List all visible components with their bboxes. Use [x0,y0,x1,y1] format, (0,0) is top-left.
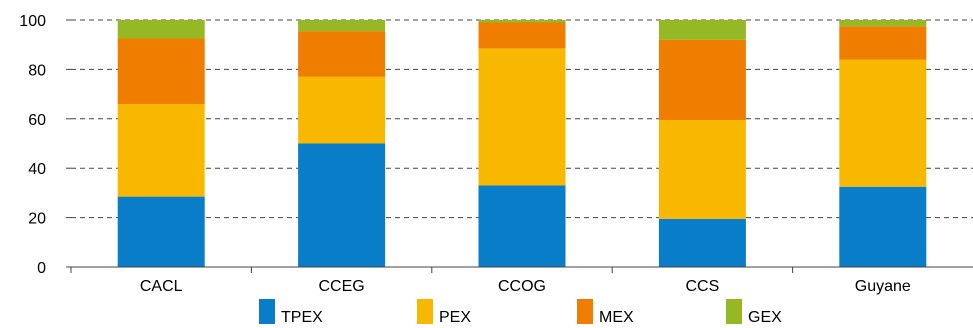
bar-ccs-mex [658,39,746,121]
x-tick-label-guyane: Guyane [855,278,911,295]
bar-guyane-tpex [839,186,927,267]
x-tick-label-cacl: CACL [140,278,183,295]
legend: TPEX PEX MEX GEX [259,299,782,326]
axes [66,19,973,273]
bar-ccog-gex [478,20,566,23]
legend-swatch-tpex [259,299,275,324]
legend-label-pex: PEX [439,309,471,326]
legend-swatch-gex [726,299,742,324]
legend-label-gex: GEX [748,309,782,326]
bar-ccog-mex [478,22,566,49]
x-tick-labels: CACL CCEG CCOG CCS Guyane [140,278,911,295]
bar-ccog-pex [478,48,566,186]
bar-cacl-mex [117,38,205,104]
x-tick-label-ccs: CCS [686,278,720,295]
y-tick-label-100: 100 [19,13,46,30]
bar-cceg-gex [298,20,386,32]
bar-cceg-mex [298,31,386,77]
x-tick-label-cceg: CCEG [318,278,364,295]
bar-guyane-gex [839,20,927,27]
bar-ccog-tpex [478,185,566,267]
legend-swatch-mex [577,299,593,324]
bar-cacl-pex [117,103,205,197]
bar-guyane-mex [839,26,927,60]
legend-label-tpex: TPEX [281,309,323,326]
bar-guyane-pex [839,59,927,187]
y-tick-label-40: 40 [28,161,46,178]
y-tick-labels: 0 20 40 60 80 100 [19,13,46,277]
y-tick-label-60: 60 [28,112,46,129]
legend-swatch-pex [417,299,433,324]
bar-ccs-tpex [658,218,746,267]
bar-cceg-tpex [298,143,386,267]
bar-cceg-pex [298,76,386,144]
bar-ccs-gex [658,20,746,40]
y-tick-label-20: 20 [28,211,46,228]
bar-cacl-tpex [117,196,205,267]
bar-cacl-gex [117,20,205,39]
y-tick-label-0: 0 [37,260,46,277]
legend-label-mex: MEX [599,309,634,326]
x-tick-label-ccog: CCOG [498,278,546,295]
bar-ccs-pex [658,120,746,219]
bars [117,20,927,267]
y-tick-label-80: 80 [28,62,46,79]
